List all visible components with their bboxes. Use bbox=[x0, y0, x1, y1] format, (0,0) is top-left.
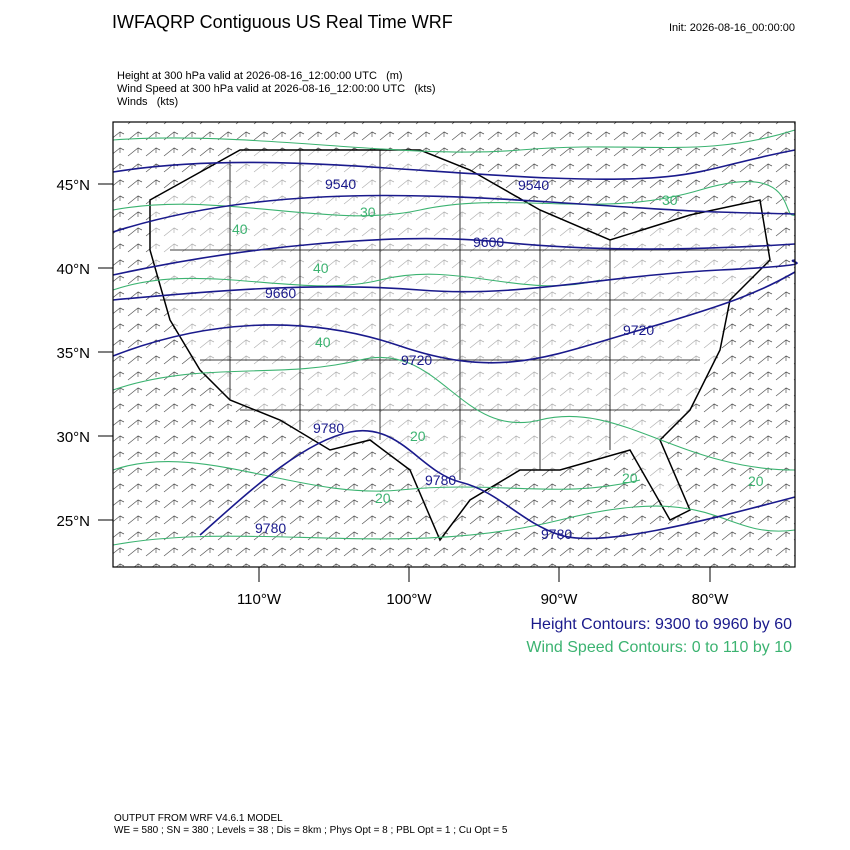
height-label: 9780 bbox=[255, 520, 286, 536]
footer-line: WE = 580 ; SN = 380 ; Levels = 38 ; Dis … bbox=[114, 825, 508, 836]
lon-label: 100°W bbox=[386, 591, 432, 608]
field-line: Height at 300 hPa valid at 2026-08-16_12… bbox=[117, 70, 403, 82]
height-label: 9540 bbox=[518, 177, 549, 193]
height-label: 9780 bbox=[541, 526, 572, 542]
height-label: 9540 bbox=[325, 176, 356, 192]
field-line: Wind Speed at 300 hPa valid at 2026-08-1… bbox=[117, 83, 436, 95]
height-label: 9780 bbox=[313, 420, 344, 436]
lat-label: 30°N bbox=[56, 429, 90, 446]
footer-line: OUTPUT FROM WRF V4.6.1 MODEL bbox=[114, 813, 283, 824]
height-label: 9660 bbox=[265, 285, 296, 301]
field-line: Winds (kts) bbox=[117, 96, 178, 108]
height-contours bbox=[112, 149, 798, 540]
lon-label: 90°W bbox=[541, 591, 579, 608]
wind-label: 40 bbox=[315, 334, 331, 350]
init-time: Init: 2026-08-16_00:00:00 bbox=[669, 22, 795, 34]
wind-label: 30 bbox=[662, 192, 678, 208]
height-label: 9780 bbox=[425, 472, 456, 488]
wind-label: 20 bbox=[410, 428, 426, 444]
lat-label: 45°N bbox=[56, 177, 90, 194]
wind-label: 40 bbox=[313, 260, 329, 276]
wind-label: 20 bbox=[375, 490, 391, 506]
height-label: 9720 bbox=[401, 352, 432, 368]
lat-label: 25°N bbox=[56, 513, 90, 530]
lon-label: 80°W bbox=[692, 591, 730, 608]
wind-label: 40 bbox=[232, 221, 248, 237]
map: 9540 9540 9600 9660 9720 9720 9780 9780 … bbox=[112, 121, 798, 568]
title: IWFAQRP Contiguous US Real Time WRF bbox=[112, 12, 453, 32]
ticks bbox=[98, 183, 711, 582]
height-legend: Height Contours: 9300 to 9960 by 60 bbox=[530, 616, 792, 633]
lat-label: 40°N bbox=[56, 261, 90, 278]
height-label: 9600 bbox=[473, 234, 504, 250]
lon-label: 110°W bbox=[237, 591, 282, 608]
frame bbox=[112, 121, 796, 568]
height-label: 9720 bbox=[623, 322, 654, 338]
wind-legend: Wind Speed Contours: 0 to 110 by 10 bbox=[526, 639, 792, 656]
wind-label: 20 bbox=[748, 473, 764, 489]
wind-label: 30 bbox=[360, 204, 376, 220]
lat-label: 35°N bbox=[56, 345, 90, 362]
wind-label: 20 bbox=[622, 470, 638, 486]
